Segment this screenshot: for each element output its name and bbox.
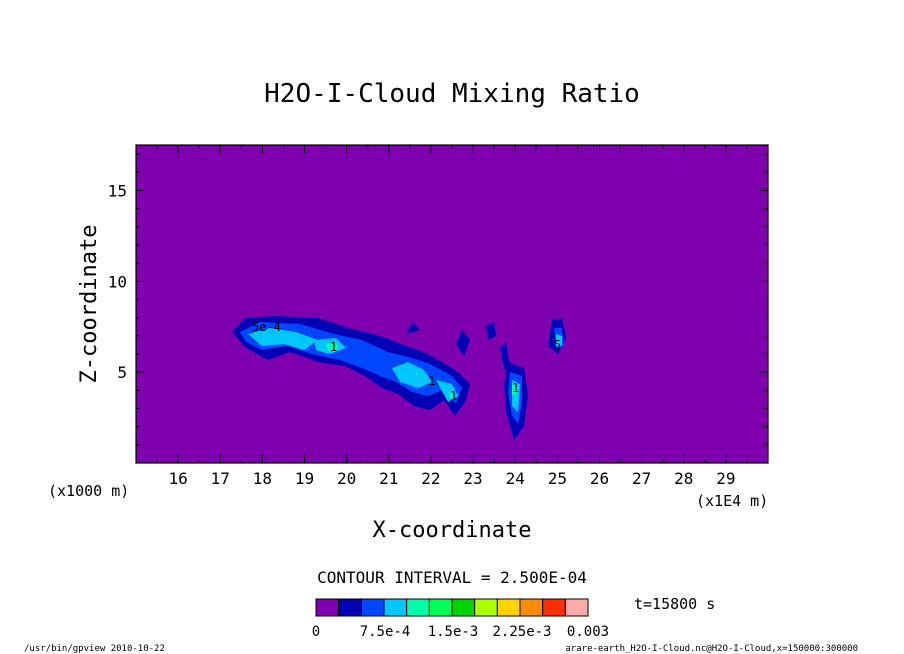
contour-label: 1 [330, 340, 337, 354]
colorbar-swatch [542, 598, 566, 617]
colorbar-swatch [496, 598, 521, 617]
x-axis-ticks: 16 17 18 19 20 21 22 23 24 25 26 27 28 29 [156, 145, 748, 488]
x-tick-label: 26 [590, 469, 609, 488]
x-tick-label: 17 [211, 469, 230, 488]
contour-label: 1 [512, 381, 519, 395]
x-tick-label: 21 [379, 469, 398, 488]
colorbar-labels: 0 7.5e-4 1.5e-3 2.25e-3 0.003 [312, 624, 609, 640]
colorbar-swatch [360, 598, 385, 617]
x-axis-title: X-coordinate [373, 518, 532, 543]
chart-title: H2O-I-Cloud Mixing Ratio [264, 79, 640, 109]
colorbar-swatch [406, 598, 430, 617]
contour-fill-level-4 [326, 342, 518, 400]
colorbar-swatch [315, 598, 340, 617]
x-tick-label: 19 [295, 469, 314, 488]
x-scale-label: (x1E4 m) [696, 492, 768, 510]
colorbar-swatch [428, 598, 453, 617]
x-tick-label: 27 [632, 469, 651, 488]
x-tick-label: 28 [674, 469, 693, 488]
x-tick-label: 18 [253, 469, 272, 488]
contour-interval-label: CONTOUR INTERVAL = 2.500E-04 [317, 568, 587, 587]
x-tick-label: 22 [421, 469, 440, 488]
contour-label: 5 [554, 338, 561, 352]
colorbar-tick-label: 2.25e-3 [492, 624, 551, 640]
time-label: t=15800 s [634, 595, 715, 613]
colorbar-tick-label: 1.5e-3 [428, 624, 479, 640]
y-axis-title: Z-coordinate [77, 225, 102, 384]
x-tick-label: 25 [548, 469, 567, 488]
x-tick-label: 16 [169, 469, 188, 488]
contour-label: 1 [450, 389, 457, 403]
y-tick-label: 5 [117, 363, 127, 382]
colorbar-swatch [451, 598, 476, 617]
colorbar-tick-label: 7.5e-4 [360, 624, 411, 640]
footer-left: /usr/bin/gpview 2010-10-22 [24, 644, 165, 654]
colorbar [315, 598, 589, 617]
contour-label: 1 [428, 374, 435, 388]
colorbar-tick-label: 0 [312, 624, 320, 640]
colorbar-tick-label: 0.003 [567, 624, 609, 640]
x-tick-label: 23 [463, 469, 482, 488]
y-tick-label: 15 [108, 181, 127, 200]
x-tick-label: 29 [716, 469, 735, 488]
x-unit-label: (x1000 m) [48, 482, 129, 500]
x-tick-label: 24 [506, 469, 525, 488]
colorbar-swatch [474, 598, 498, 617]
contour-label: 5e-4 [252, 320, 281, 334]
colorbar-swatch [338, 598, 362, 617]
colorbar-swatch [519, 598, 544, 617]
x-tick-label: 20 [337, 469, 356, 488]
colorbar-swatch [383, 598, 408, 617]
colorbar-swatch [564, 598, 589, 617]
footer-right: arare-earth_H2O-I-Cloud.nc@H2O-I-Cloud,x… [565, 644, 858, 654]
plot-area [136, 145, 768, 463]
y-tick-label: 10 [108, 272, 127, 291]
